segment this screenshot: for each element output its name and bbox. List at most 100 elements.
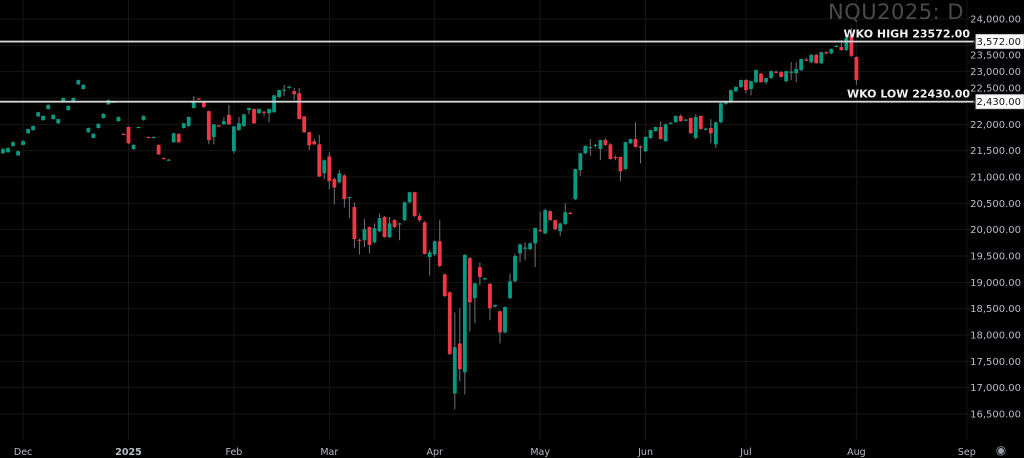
- candle-body: [663, 124, 668, 142]
- x-tick-label: Sep: [958, 447, 976, 458]
- candle: [252, 108, 256, 124]
- candle-body: [432, 241, 437, 255]
- candle-body: [216, 125, 221, 127]
- candle: [703, 127, 708, 131]
- candle: [854, 56, 859, 85]
- candle-body: [718, 103, 723, 123]
- y-tick-label: 21,500.00: [970, 146, 1021, 157]
- candle: [392, 219, 397, 229]
- time-axis[interactable]: Dec 2025 Feb Mar Apr May Jun Jul Aug Sep: [14, 447, 976, 458]
- candle-body: [121, 133, 126, 136]
- candle-body: [362, 229, 367, 241]
- candle-body: [252, 109, 256, 124]
- candle: [613, 155, 618, 161]
- y-tick-label: 20,000.00: [970, 225, 1021, 236]
- candle: [648, 129, 653, 140]
- candle: [643, 136, 648, 153]
- candle-body: [538, 230, 543, 232]
- candle-body: [854, 56, 859, 81]
- candle: [56, 118, 61, 124]
- candle-body: [86, 128, 91, 133]
- candle: [447, 291, 452, 356]
- candle-body: [312, 141, 317, 145]
- candle: [814, 53, 819, 64]
- candle-body: [6, 148, 10, 153]
- candle-body: [729, 90, 733, 103]
- candle-body: [583, 145, 588, 154]
- candle-body: [211, 124, 216, 137]
- level-price-label: 23,572.00: [970, 37, 1021, 48]
- candle-body: [628, 139, 633, 144]
- candle: [513, 253, 517, 283]
- candle: [247, 107, 251, 115]
- candle-body: [262, 111, 266, 113]
- candle: [754, 69, 758, 84]
- candle: [533, 227, 538, 268]
- candle: [302, 115, 307, 133]
- candle: [734, 86, 738, 93]
- x-tick-label: May: [530, 447, 550, 458]
- candle-body: [146, 136, 151, 139]
- candle: [282, 84, 287, 96]
- candle: [277, 89, 281, 98]
- candle-body: [503, 307, 507, 333]
- candle: [673, 115, 678, 123]
- candle: [367, 226, 372, 254]
- candle-body: [658, 126, 663, 140]
- candle: [452, 312, 457, 410]
- candle: [146, 136, 151, 139]
- candle-body: [196, 98, 201, 100]
- candle: [548, 210, 553, 221]
- candle-body: [66, 105, 71, 111]
- candle: [357, 238, 362, 255]
- candle-body: [739, 80, 743, 87]
- level-price-box: [975, 34, 1024, 50]
- candle-body: [26, 129, 30, 134]
- candle-body: [849, 35, 854, 56]
- candle-body: [809, 54, 814, 63]
- candle-body: [713, 122, 718, 145]
- candle: [337, 170, 342, 184]
- candle-body: [829, 49, 834, 54]
- candle-body: [91, 133, 96, 139]
- candle: [739, 79, 743, 88]
- chart-title: NQU2025: D: [828, 0, 964, 24]
- candle: [417, 212, 422, 222]
- candle-body: [161, 158, 166, 160]
- candle-body: [754, 70, 758, 83]
- candle-body: [703, 128, 708, 130]
- candle: [342, 174, 347, 208]
- candle-body: [307, 132, 312, 146]
- x-tick-label: Aug: [847, 447, 866, 458]
- gear-icon[interactable]: ◉: [995, 443, 1007, 457]
- candle-body: [618, 156, 623, 172]
- candle: [528, 242, 532, 251]
- candle: [638, 145, 643, 164]
- candle: [553, 219, 558, 231]
- candle: [156, 144, 161, 155]
- candle: [789, 62, 794, 81]
- candle-body: [603, 140, 608, 145]
- candle: [779, 71, 783, 78]
- candle: [317, 134, 322, 177]
- candle: [829, 48, 834, 55]
- candle: [583, 145, 588, 155]
- candle-body: [1, 149, 5, 154]
- candle-body: [166, 159, 171, 161]
- candle-body: [824, 52, 829, 54]
- candle-body: [467, 258, 472, 303]
- level-label: WKO LOW 22430.00: [847, 88, 970, 101]
- candle: [744, 79, 748, 94]
- candle-body: [342, 175, 347, 200]
- candle: [568, 211, 573, 215]
- candle-body: [708, 128, 713, 134]
- candle-body: [488, 283, 492, 309]
- candle: [186, 116, 191, 127]
- price-axis[interactable]: 24,000.00 23,500.00 23,000.00 22,500.00 22,0…: [970, 15, 1024, 421]
- candle-body: [698, 115, 703, 130]
- candle-body: [61, 98, 66, 103]
- candle: [708, 119, 713, 144]
- candle: [422, 221, 427, 255]
- candle: [262, 111, 266, 116]
